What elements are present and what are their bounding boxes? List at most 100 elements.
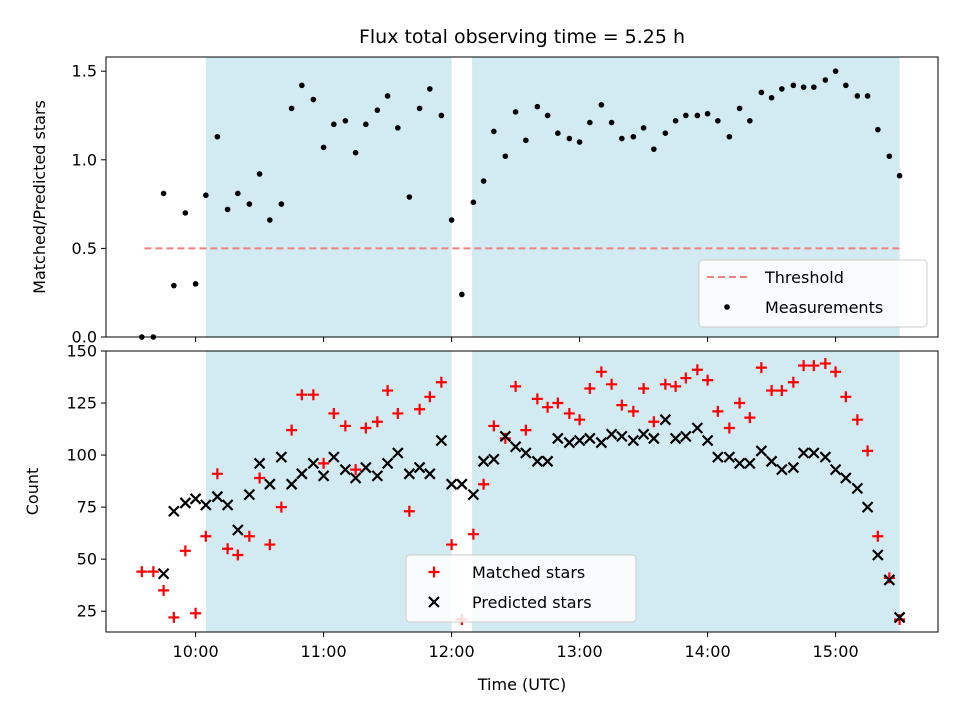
x-tick-label: 11:00 [301,642,347,661]
data-point [787,376,799,388]
data-point [320,144,327,151]
data-point [520,424,532,436]
data-point [339,463,352,476]
data-point [797,447,810,459]
data-point [189,493,202,505]
y-tick-label: 125 [66,394,97,413]
data-point [765,455,778,468]
data-point [893,611,906,624]
count-panel: 25 50 75 100 125 150 10:00 11:00 12:00 13:00 14:00… [23,342,939,661]
x-tick-label: 14:00 [685,642,731,661]
data-point [637,428,650,441]
data-point [179,497,192,509]
data-point [531,455,544,468]
data-point [235,190,241,197]
data-point [616,399,628,411]
data-point [715,117,721,124]
data-point [552,397,564,409]
data-point [158,584,170,596]
data-point [875,126,881,133]
data-point [851,482,864,495]
data-point [310,96,317,103]
data-point [328,451,340,463]
data-point [531,393,543,405]
data-point [342,117,349,124]
data-point [428,596,440,608]
data-point [702,374,714,386]
data-point [510,380,522,392]
data-point [734,397,746,409]
data-point [584,432,596,445]
y-axis-label: Matched/Predicted stars [30,100,49,294]
data-point [811,84,817,90]
data-point [328,407,340,419]
data-point [872,549,884,561]
data-point [736,105,743,112]
data-point [403,505,415,517]
data-point [541,455,554,468]
y-tick-label: 100 [66,446,97,465]
data-point [445,478,458,490]
data-point [182,210,189,216]
data-point [424,468,436,480]
y-tick-label: 50 [77,550,97,569]
data-point [619,135,625,142]
data-point [648,416,660,428]
data-point [203,192,209,199]
data-point [627,405,639,417]
data-point [136,566,148,578]
data-point [446,539,458,551]
legend-box [698,259,928,328]
x-axis-label: Time (UTC) [477,675,566,694]
data-point [659,378,671,390]
data-point [246,201,253,207]
data-point [883,572,895,584]
data-point [840,391,852,403]
data-point [862,445,874,457]
data-point [683,112,689,119]
data-point [435,434,448,447]
data-point [403,468,416,480]
plot-frame [105,350,939,633]
data-point [392,407,404,419]
data-point [275,501,287,513]
chart-title: Flux total observing time = 5.25 h [359,26,685,48]
data-point [147,566,159,578]
data-point [278,201,285,207]
data-point [171,282,177,289]
y-tick-label: 0.5 [72,239,97,258]
x-tick-label: 13:00 [557,642,603,661]
data-point [542,401,554,413]
legend-label: Matched stars [472,563,585,582]
data-point [605,428,618,441]
data-point [670,380,682,392]
data-point [384,93,391,99]
data-point [755,362,767,374]
data-point [254,472,266,484]
x-tick-label: 10:00 [173,642,219,661]
data-point [331,121,337,128]
data-point [595,366,607,378]
data-point [491,128,497,135]
data-point [190,607,202,619]
data-point [712,451,724,463]
plot-frame [105,56,939,338]
data-point [416,105,423,112]
data-point [467,528,479,540]
data-point [894,614,906,626]
data-point [691,364,703,376]
data-point [392,447,404,459]
data-point [790,82,797,89]
data-point [755,445,768,457]
data-point [872,530,884,542]
data-point [339,420,351,432]
data-point [499,432,511,444]
data-point [544,112,551,119]
data-point [691,422,704,434]
data-point [896,172,903,179]
data-point [381,457,394,470]
data-point [694,112,701,119]
data-point [598,102,605,108]
data-point [744,457,756,470]
data-point [627,434,640,447]
